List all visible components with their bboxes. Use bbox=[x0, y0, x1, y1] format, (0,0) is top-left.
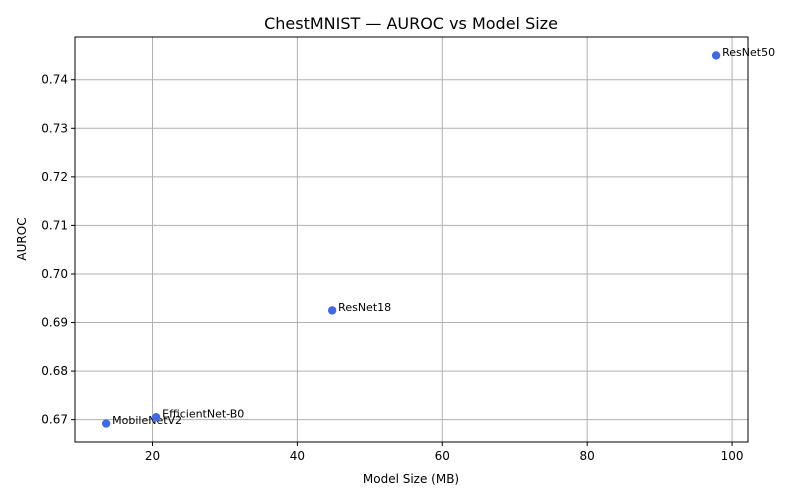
data-point bbox=[711, 51, 721, 60]
axes-frame bbox=[74, 36, 749, 443]
x-tick-label: 80 bbox=[580, 449, 595, 463]
y-tick-label: 0.67 bbox=[41, 413, 68, 427]
data-point bbox=[151, 413, 161, 422]
y-tick-label: 0.68 bbox=[41, 364, 68, 378]
y-tick-label: 0.72 bbox=[41, 170, 68, 184]
data-point bbox=[327, 306, 337, 315]
point-label: MobileNetV2 bbox=[112, 414, 182, 427]
y-tick-label: 0.70 bbox=[41, 267, 68, 281]
y-tick-label: 0.69 bbox=[41, 316, 68, 330]
data-point bbox=[101, 419, 111, 428]
point-label: ResNet50 bbox=[722, 46, 775, 59]
y-tick-label: 0.73 bbox=[41, 121, 68, 135]
x-tick-label: 100 bbox=[721, 449, 744, 463]
ticks: 20 40 60 80 100 0.67 0.68 0.69 0.70 0.71 0.72 0.73 0… bbox=[41, 73, 743, 463]
y-tick-label: 0.71 bbox=[41, 218, 68, 232]
x-tick-label: 20 bbox=[145, 449, 160, 463]
chart-title: ChestMNIST — AUROC vs Model Size bbox=[264, 14, 558, 33]
grid bbox=[75, 37, 748, 442]
point-label: EfficientNet-B0 bbox=[162, 408, 244, 421]
point-label: ResNet18 bbox=[338, 301, 391, 314]
y-axis-label: AUROC bbox=[15, 217, 29, 260]
y-tick-label: 0.74 bbox=[41, 73, 68, 87]
x-tick-label: 60 bbox=[435, 449, 450, 463]
x-axis-label: Model Size (MB) bbox=[363, 472, 459, 486]
x-tick-label: 40 bbox=[290, 449, 305, 463]
